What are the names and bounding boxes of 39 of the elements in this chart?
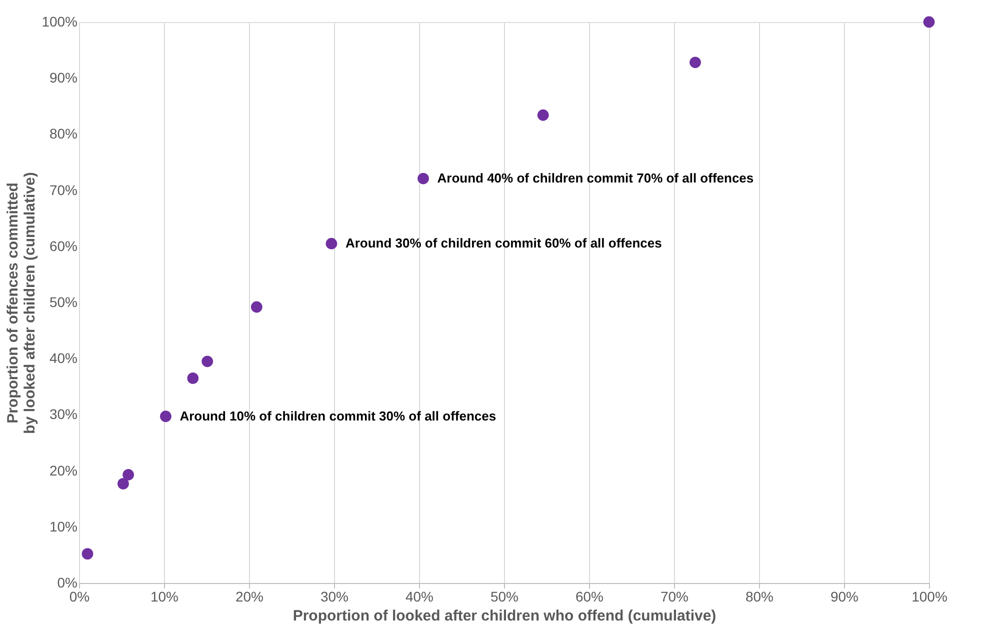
annotation: Around 30% of children commit 60% of all offences <box>345 236 662 251</box>
x-tick-label: 80% <box>745 588 774 604</box>
point <box>187 372 199 384</box>
y-tick-label: 20% <box>49 462 78 478</box>
y-tick-label: 70% <box>49 182 78 198</box>
point <box>326 238 338 250</box>
point <box>250 301 262 313</box>
y-tick-label: 100% <box>42 14 78 30</box>
point <box>202 356 214 368</box>
x-tick-label: 30% <box>320 588 349 604</box>
y-tick-label: 30% <box>49 406 78 422</box>
annotation: Around 10% of children commit 30% of all offences <box>180 408 496 424</box>
x-tick-label: 40% <box>405 588 434 604</box>
y-tick-label: 80% <box>49 126 78 142</box>
y-tick-label: 10% <box>49 518 78 534</box>
y-tick-label: 50% <box>49 294 78 310</box>
point <box>537 109 549 121</box>
x-tick-label: 70% <box>660 588 689 604</box>
y-tick-label: 40% <box>49 350 78 366</box>
x-axis-title: Proportion of looked after children who offend (cumulative) <box>292 608 716 624</box>
x-tick-label: 100% <box>912 588 948 604</box>
y-tick-label: 0% <box>57 574 78 590</box>
point <box>418 172 429 184</box>
point <box>923 16 935 28</box>
y-tick-label: 90% <box>49 70 78 86</box>
x-tick-label: 0% <box>69 588 90 604</box>
point <box>118 478 129 490</box>
y-axis-title: Proportion of offences committed by looked after children (cumulative) <box>4 172 39 434</box>
point <box>160 410 172 422</box>
y-tick-label: 60% <box>49 238 78 254</box>
point <box>122 469 134 480</box>
annotation: Around 40% of children commit 70% of all offences <box>437 170 754 186</box>
x-tick-label: 50% <box>490 588 519 604</box>
x-tick-label: 20% <box>235 588 264 604</box>
point <box>690 56 701 68</box>
x-tick-label: 10% <box>150 588 179 604</box>
point <box>82 548 94 560</box>
x-tick-label: 90% <box>830 588 859 604</box>
x-tick-label: 60% <box>575 588 604 604</box>
